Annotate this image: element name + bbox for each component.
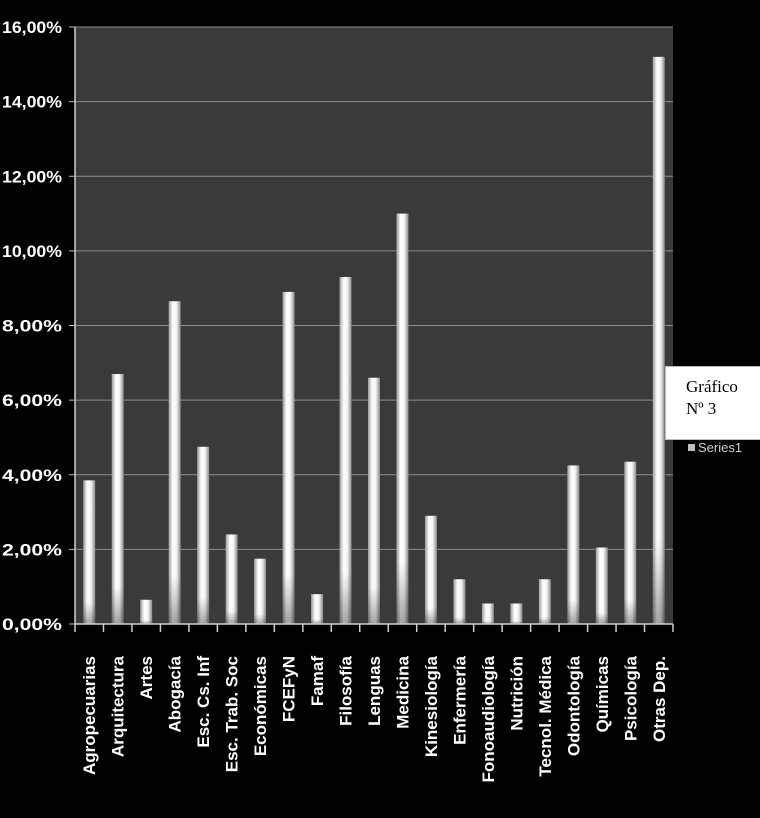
x-tick-label: Tecnol. Médica: [536, 655, 555, 776]
x-tick-label: Abogacía: [166, 655, 185, 732]
bar-shade: [567, 465, 580, 624]
bar-shade: [396, 213, 409, 624]
bar-shade: [538, 579, 551, 624]
y-tick-label: 6,00%: [2, 391, 62, 410]
bar-shade: [481, 603, 494, 624]
bar-shade: [510, 603, 523, 624]
bar-shade: [111, 374, 124, 624]
x-tick-label: Esc. Cs. Inf: [194, 656, 213, 748]
bars: [83, 56, 665, 625]
bar-shade: [339, 276, 352, 624]
x-tick-label: Otras Dep.: [650, 656, 669, 742]
x-tick-label: FCEFyN: [280, 656, 299, 722]
bar-shade: [140, 599, 153, 624]
bar-shade: [311, 594, 324, 624]
x-tick-label: Odontología: [564, 655, 583, 756]
x-tick-label: Químicas: [593, 656, 612, 733]
y-tick-label: 12,00%: [2, 167, 62, 186]
bar-shade: [424, 515, 437, 624]
bar-shade: [453, 579, 466, 624]
y-tick-label: 0,00%: [2, 615, 62, 634]
x-tick-label: Famaf: [308, 656, 327, 706]
y-tick-label: 14,00%: [2, 93, 62, 112]
x-tick-label: Económicas: [251, 656, 270, 756]
y-tick-label: 8,00%: [2, 317, 62, 336]
bar-shade: [652, 56, 665, 625]
bar-shade: [83, 480, 96, 624]
x-tick-label: Nutrición: [507, 656, 526, 731]
x-tick-label: Filosofía: [337, 655, 356, 725]
bar-shade: [624, 461, 637, 624]
bar-shade: [254, 558, 267, 624]
legend: Series1: [688, 441, 742, 455]
bar-shade: [368, 377, 380, 624]
x-tick-label: Agropecuarias: [80, 656, 99, 775]
y-tick-label: 2,00%: [2, 540, 62, 559]
y-tick-label: 4,00%: [2, 466, 62, 485]
legend-label: Series1: [698, 440, 743, 455]
bar-shade: [282, 291, 295, 624]
x-tick-label: Kinesiología: [422, 655, 441, 757]
y-tick-label: 10,00%: [2, 242, 62, 261]
y-tick-label: 16,00%: [2, 18, 62, 37]
x-tick-label: Fonoaudiología: [479, 655, 498, 782]
caption-line-1: Gráfico: [686, 377, 738, 396]
bar-shade: [197, 446, 210, 624]
y-tick-labels: 0,00% 2,00% 4,00% 6,00% 8,00% 10,00% 12,00% 14,…: [2, 18, 75, 634]
x-tick-label: Esc. Trab. Soc: [223, 656, 242, 772]
bar-shade: [225, 534, 238, 624]
legend-swatch: [688, 444, 695, 451]
figure-caption: Gráfico Nº 3: [665, 366, 760, 440]
x-tick-label: Artes: [137, 656, 156, 699]
x-tick-label: Medicina: [393, 655, 412, 728]
bar-shade: [595, 547, 608, 624]
x-tick-labels: Agropecuarias Arquitectura Artes Abogacía Es…: [80, 655, 669, 782]
x-tick-label: Lenguas: [365, 656, 384, 726]
x-tick-label: Enfermería: [450, 655, 469, 744]
x-tick-label: Psicología: [621, 655, 640, 741]
caption-line-2: Nº 3: [686, 399, 717, 418]
x-tick-label: Arquitectura: [109, 655, 128, 757]
bar-shade: [168, 301, 181, 624]
